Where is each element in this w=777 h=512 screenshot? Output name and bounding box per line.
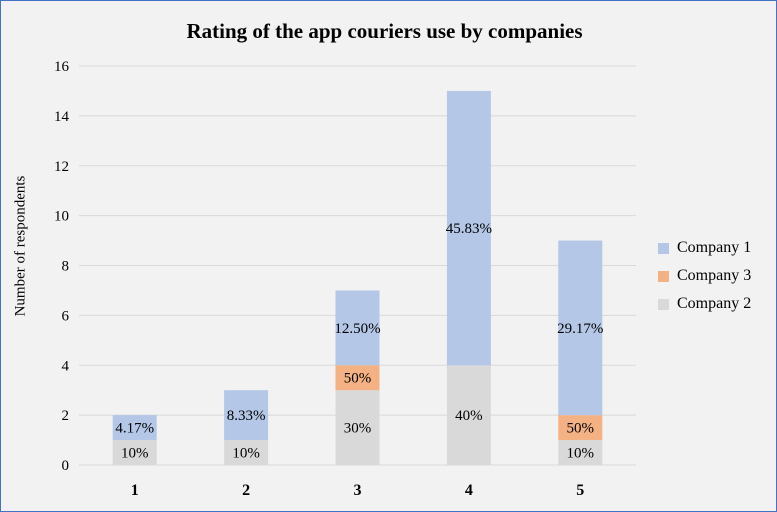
- y-tick-label: 2: [62, 408, 70, 424]
- bar-segment: [335, 390, 380, 465]
- y-tick-label: 12: [54, 159, 69, 175]
- legend-swatch: [658, 298, 669, 310]
- y-tick-label: 10: [54, 209, 69, 225]
- x-tick-label: 5: [576, 482, 584, 499]
- legend-item: Company 3: [658, 262, 751, 290]
- data-label: 10%: [121, 446, 149, 462]
- legend-item: Company 2: [658, 290, 751, 318]
- y-tick-label: 4: [62, 358, 70, 374]
- data-label: 50%: [344, 371, 372, 387]
- legend-label: Company 2: [677, 295, 752, 312]
- y-tick-label: 0: [62, 458, 70, 474]
- y-tick-label: 8: [62, 259, 70, 275]
- chart-title: Rating of the app couriers use by compan…: [186, 19, 583, 43]
- bar-segment: [335, 365, 380, 391]
- bar-segment: [335, 290, 380, 366]
- bar-segment: [224, 440, 269, 465]
- bar-segment: [446, 365, 491, 465]
- bar-segment: [112, 440, 157, 465]
- y-axis-title: Number of respondents: [12, 175, 29, 317]
- bar-segment: [558, 240, 603, 416]
- x-tick-label: 1: [131, 482, 139, 499]
- x-tick-label: 2: [242, 482, 250, 499]
- data-label: 40%: [455, 408, 483, 424]
- bar-segment: [558, 440, 603, 465]
- data-label: 50%: [567, 421, 595, 437]
- x-tick-label: 4: [465, 482, 473, 499]
- data-label: 10%: [567, 446, 595, 462]
- y-tick-label: 14: [54, 109, 70, 125]
- data-label: 30%: [344, 421, 372, 437]
- bar-segment: [558, 415, 603, 441]
- bar-segment: [112, 415, 157, 441]
- data-label: 29.17%: [557, 321, 603, 337]
- y-tick-label: 6: [62, 308, 70, 324]
- y-tick-label: 16: [54, 59, 70, 75]
- bar-segment: [446, 90, 491, 366]
- data-label: 4.17%: [115, 421, 154, 437]
- legend-label: Company 3: [677, 267, 752, 284]
- legend-item: Company 1: [658, 234, 751, 262]
- legend-swatch: [658, 270, 669, 282]
- legend-label: Company 1: [677, 239, 752, 256]
- data-label: 45.83%: [446, 221, 492, 237]
- data-label: 10%: [232, 446, 260, 462]
- bar-segment: [224, 390, 269, 441]
- legend-swatch: [658, 242, 669, 254]
- x-tick-label: 3: [354, 482, 362, 499]
- data-label: 8.33%: [227, 408, 266, 424]
- data-label: 12.50%: [334, 321, 380, 337]
- legend: Company 1 Company 3 Company 2: [658, 234, 751, 318]
